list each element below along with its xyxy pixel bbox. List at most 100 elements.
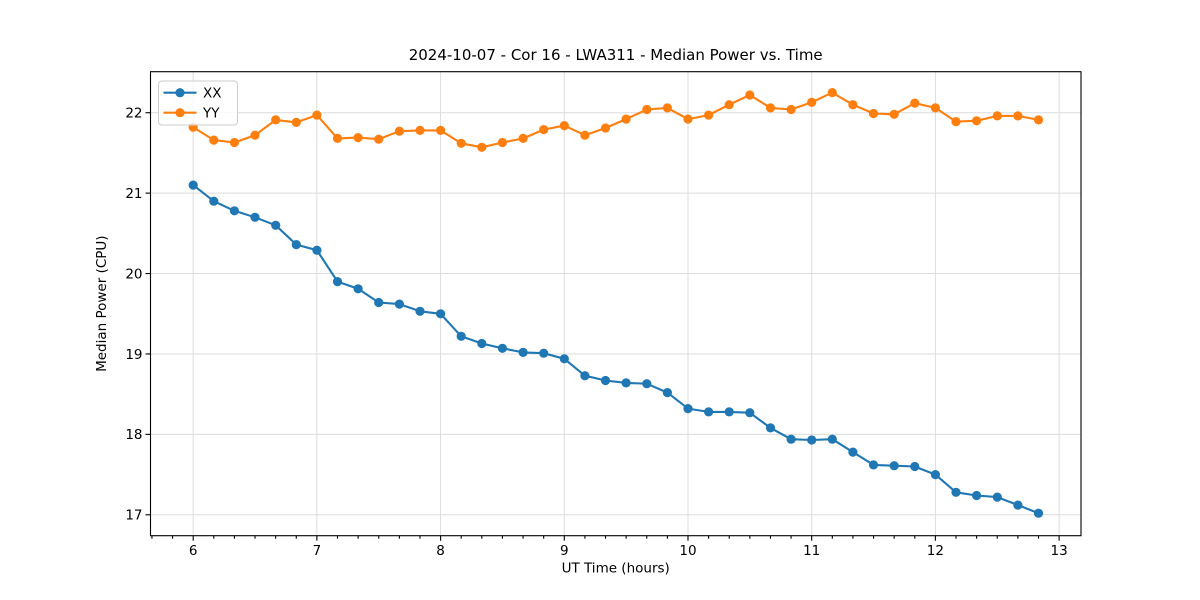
data-point — [807, 97, 817, 107]
data-point — [229, 137, 239, 148]
data-point — [1033, 115, 1044, 125]
legend-label-yy: YY — [202, 106, 220, 122]
plot-border — [149, 71, 1082, 537]
data-point — [497, 137, 507, 148]
data-point — [250, 212, 260, 222]
x-tick-label: 7 — [313, 543, 322, 559]
data-point — [765, 103, 776, 113]
y-axis-label: Median Power (CPU) — [94, 235, 110, 371]
y-tick-label: 18 — [125, 427, 142, 443]
data-point — [312, 245, 322, 255]
data-point — [188, 180, 198, 190]
data-point — [456, 331, 466, 341]
data-point — [394, 126, 404, 136]
data-point — [848, 447, 858, 457]
x-axis-label: UT Time (hours) — [562, 561, 670, 577]
data-point — [1013, 500, 1023, 510]
data-point — [889, 461, 899, 471]
data-point — [786, 104, 796, 115]
legend-marker — [175, 88, 185, 98]
data-point — [930, 470, 941, 480]
data-point — [951, 487, 961, 497]
x-tick-label: 6 — [189, 543, 198, 559]
data-point — [250, 130, 260, 140]
data-point — [497, 343, 507, 353]
data-point — [807, 435, 817, 445]
data-point — [518, 133, 528, 143]
data-point — [827, 434, 837, 444]
data-point — [930, 103, 941, 113]
data-point — [394, 299, 404, 309]
chart-title: 2024-10-07 - Cor 16 - LWA311 - Median Po… — [409, 46, 823, 64]
data-point — [559, 121, 569, 131]
data-point — [704, 407, 714, 417]
data-point — [477, 142, 487, 152]
data-point — [889, 109, 899, 119]
data-point — [868, 108, 879, 119]
data-point — [992, 111, 1002, 121]
data-point — [724, 100, 734, 110]
data-point — [291, 117, 301, 127]
legend-box — [158, 80, 238, 126]
legend-marker — [175, 108, 185, 118]
data-point — [827, 88, 837, 98]
tick-labels: 6 7 8 9 10 11 12 13 17 18 19 20 21 22 — [125, 106, 1067, 560]
data-point — [951, 117, 961, 127]
y-tick-label: 21 — [125, 186, 142, 202]
data-point — [786, 434, 796, 444]
data-point — [621, 378, 631, 388]
data-point — [1013, 111, 1023, 121]
data-point — [353, 284, 363, 294]
data-point — [415, 125, 425, 135]
chart-generated-content: 6 7 8 9 10 11 12 13 17 18 19 20 21 22 XX YY — [125, 71, 1082, 560]
data-point — [436, 125, 446, 135]
data-point — [332, 277, 343, 287]
y-tick-label: 20 — [125, 266, 142, 282]
data-point — [992, 492, 1002, 502]
data-point — [662, 388, 673, 398]
data-point — [271, 115, 281, 125]
data-point — [291, 240, 301, 250]
x-tick-label: 10 — [679, 543, 696, 559]
y-tick-label: 19 — [125, 347, 142, 363]
data-point — [683, 114, 693, 124]
data-point — [848, 100, 858, 110]
data-point — [271, 220, 281, 230]
x-tick-label: 11 — [803, 543, 820, 559]
data-point — [209, 135, 219, 145]
data-point — [209, 196, 219, 206]
data-point — [374, 134, 384, 144]
data-point — [642, 379, 652, 389]
y-tick-label: 17 — [125, 508, 142, 524]
data-point — [724, 407, 734, 417]
data-point — [868, 460, 879, 470]
data-point — [353, 133, 363, 143]
data-point — [1033, 508, 1044, 518]
data-point — [600, 375, 611, 386]
data-point — [621, 114, 631, 124]
series-xx — [188, 180, 1044, 518]
data-point — [683, 404, 693, 414]
data-point — [704, 110, 714, 120]
x-tick-label: 8 — [436, 543, 445, 559]
data-point — [580, 371, 590, 381]
data-point — [910, 98, 920, 108]
data-point — [436, 309, 446, 319]
data-point — [662, 103, 673, 113]
legend: XX YY — [158, 80, 238, 126]
grid-lines — [150, 71, 1081, 536]
x-tick-label: 13 — [1051, 543, 1068, 559]
data-point — [745, 408, 755, 418]
data-point — [910, 461, 920, 472]
y-tick-label: 22 — [125, 106, 142, 122]
data-point — [374, 297, 384, 308]
x-tick-label: 12 — [927, 543, 944, 559]
data-point — [415, 306, 425, 316]
data-point — [539, 125, 549, 135]
data-point — [642, 104, 652, 115]
data-point — [600, 123, 611, 133]
data-point — [456, 138, 466, 148]
data-point — [477, 338, 487, 349]
tick-marks — [145, 112, 1060, 541]
